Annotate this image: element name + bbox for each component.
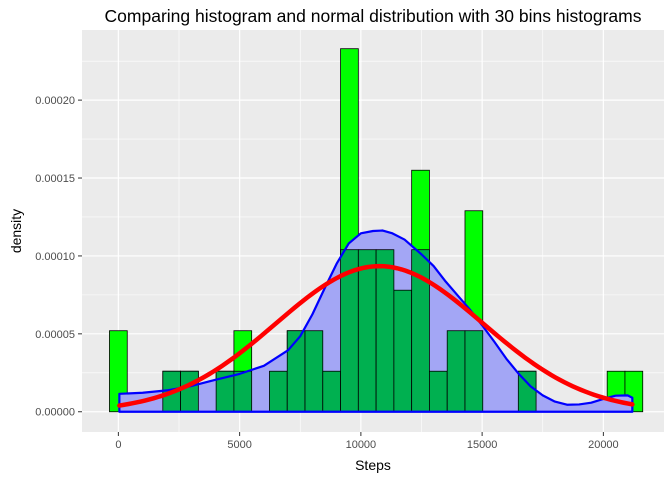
x-axis-title: Steps	[355, 457, 391, 473]
y-axis-title: density	[8, 209, 24, 253]
x-tick-label: 10000	[346, 439, 377, 451]
histogram-bars-overlay	[162, 249, 537, 413]
histogram-bar-overlay	[357, 249, 377, 413]
y-tick-label: 0.00000	[35, 407, 75, 419]
y-tick-label: 0.00005	[35, 329, 75, 341]
y-axis: 0.00000 0.00005 0.00010 0.00015 0.00020	[35, 95, 82, 419]
histogram-bar-overlay	[269, 370, 288, 413]
histogram-bar-overlay	[322, 370, 341, 413]
histogram-bar-overlay	[375, 249, 395, 413]
histogram-bar-overlay	[180, 370, 199, 413]
x-tick-label: 0	[115, 439, 121, 451]
histogram-bar-overlay	[233, 370, 253, 413]
x-axis: 0 5000 10000 15000 20000	[115, 432, 619, 451]
y-tick-label: 0.00010	[35, 251, 75, 263]
normal-distribution-curve	[117, 263, 635, 408]
y-tick-label: 0.00015	[35, 173, 75, 185]
density-curve-line	[118, 229, 634, 413]
histogram-bar-overlay	[446, 330, 466, 413]
histogram-bar-overlay	[464, 330, 484, 413]
x-tick-label: 15000	[467, 439, 498, 451]
histogram-bar-overlay	[304, 330, 324, 413]
x-tick-label: 20000	[588, 439, 619, 451]
x-tick-label: 5000	[227, 439, 251, 451]
histogram-bar-overlay	[393, 289, 413, 413]
chart-title: Comparing histogram and normal distribut…	[105, 6, 642, 26]
histogram-bar-overlay	[286, 330, 306, 413]
y-tick-label: 0.00020	[35, 95, 75, 107]
histogram-bar-overlay	[429, 370, 448, 413]
